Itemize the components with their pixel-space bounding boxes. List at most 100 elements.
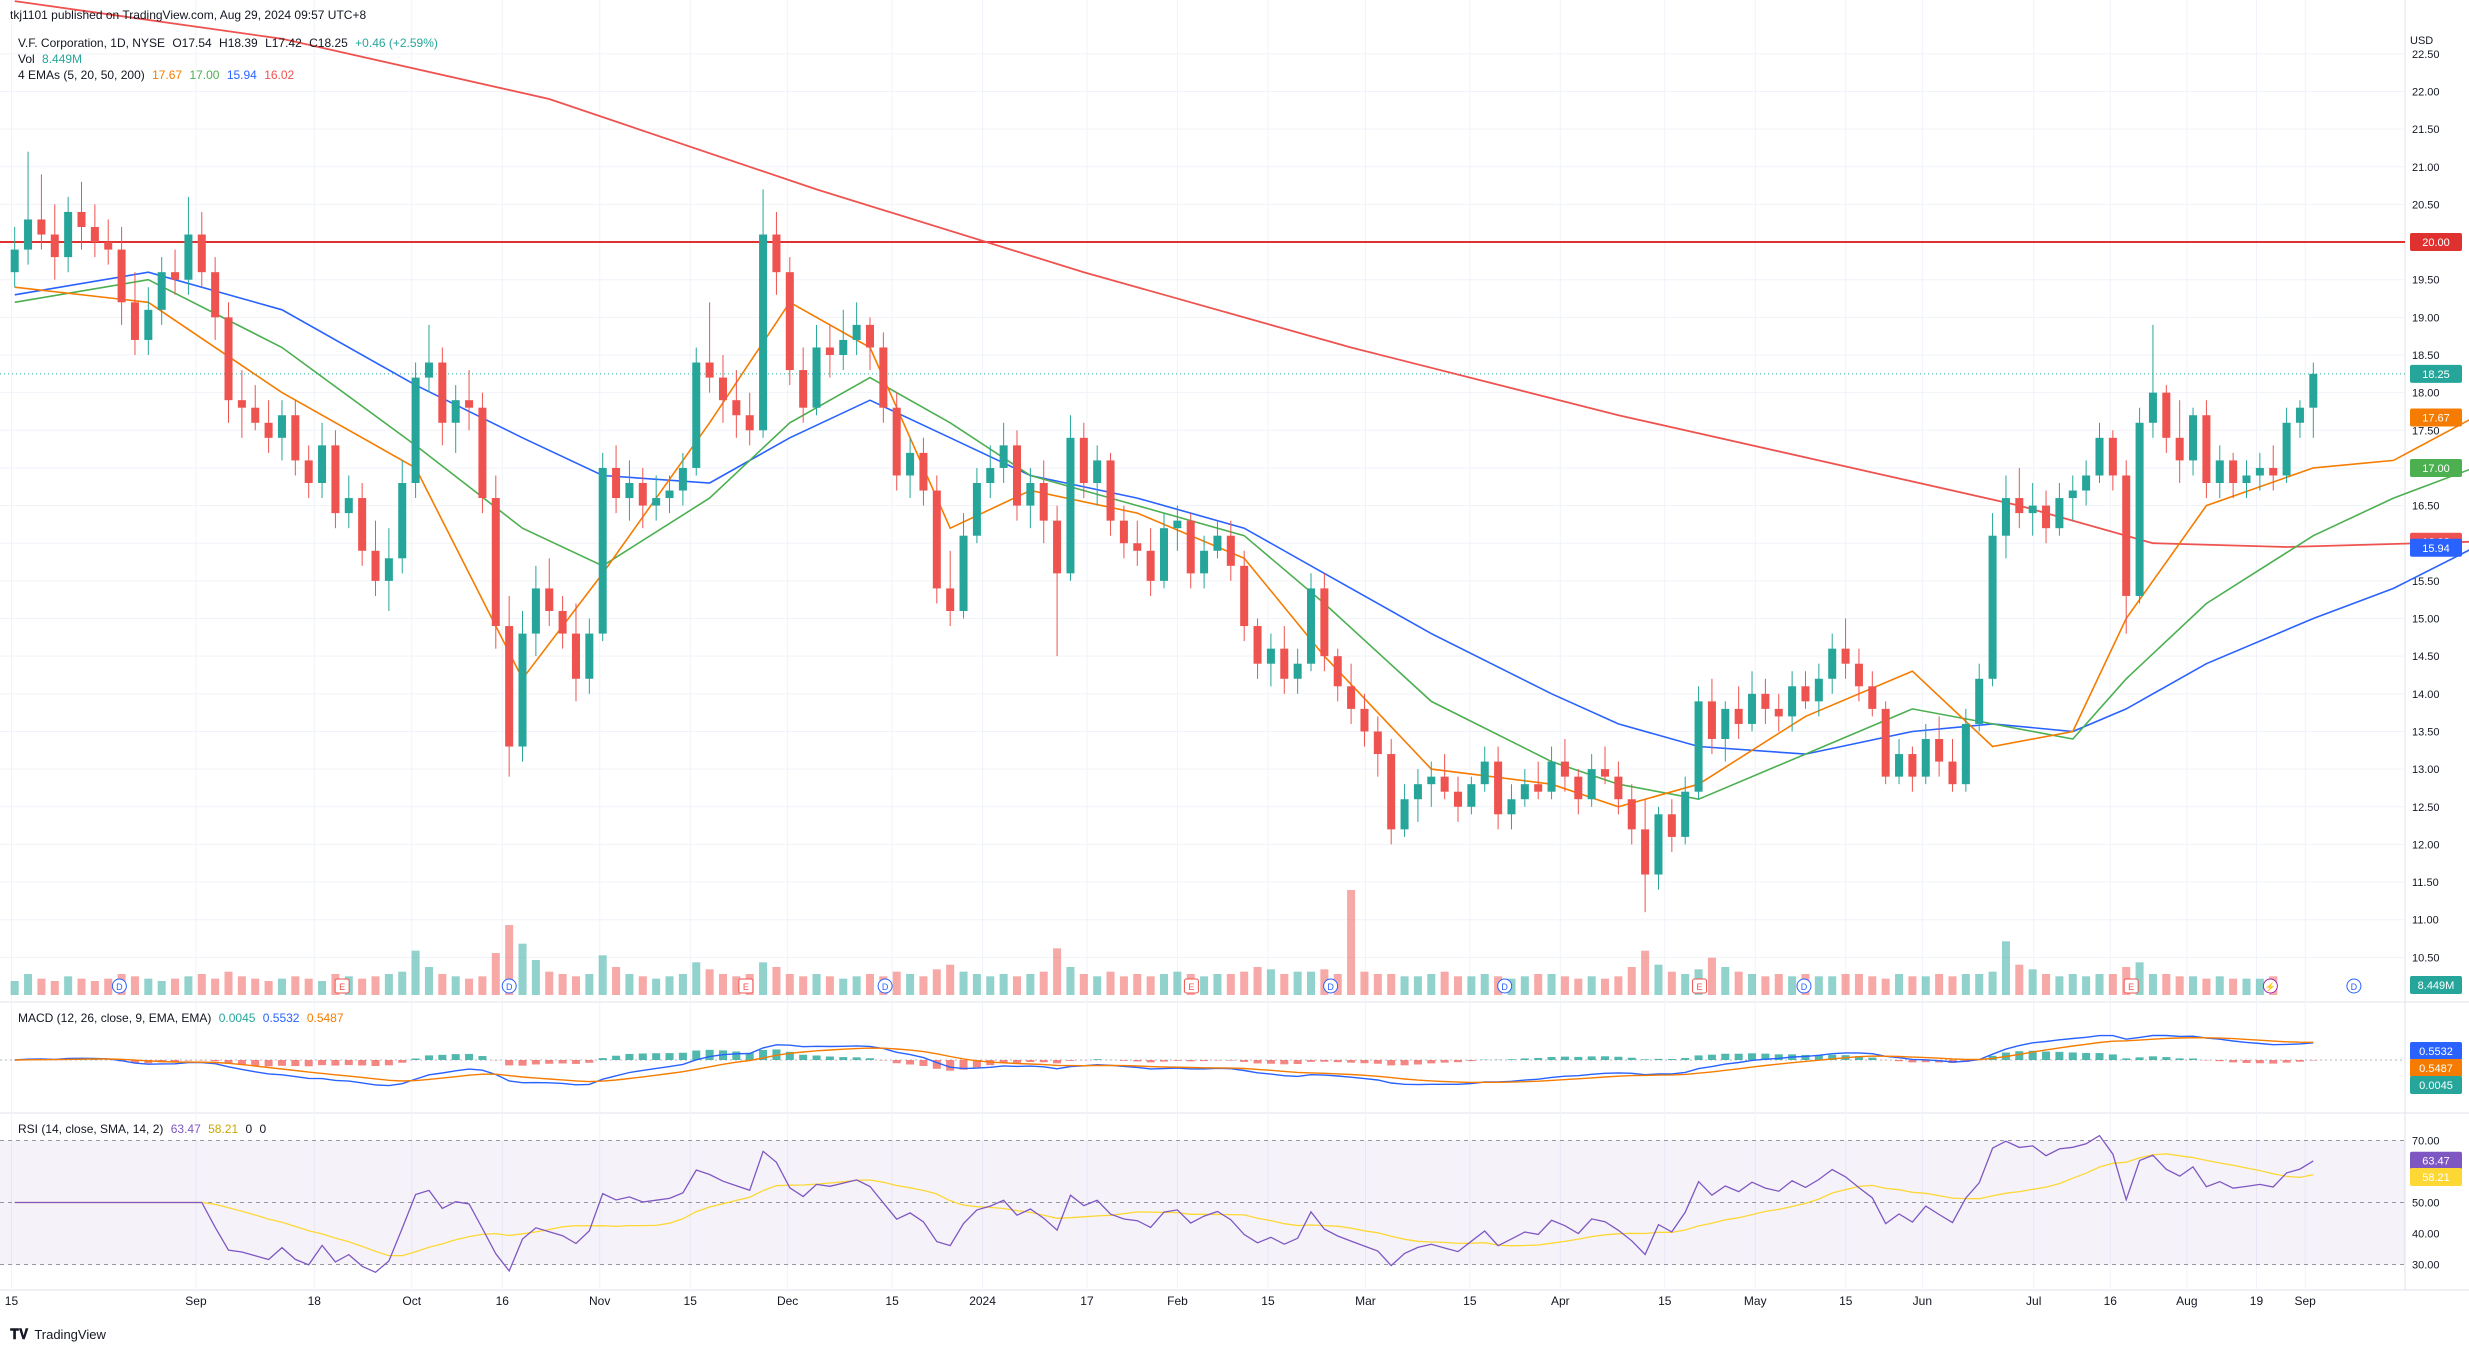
candle-body (1186, 520, 1195, 574)
currency-label[interactable]: USD (2410, 35, 2434, 47)
volume-bar (50, 981, 59, 995)
macd-histogram-bar (304, 1060, 313, 1067)
volume-bar (451, 976, 460, 995)
candle-body (772, 234, 781, 273)
rsi-axis-tick: 70.00 (2412, 1136, 2440, 1148)
candle-body (1841, 648, 1850, 664)
volume-bar (1614, 976, 1623, 995)
candle-body (1854, 663, 1863, 687)
volume-bar (1266, 969, 1275, 995)
macd-histogram-bar (1641, 1059, 1650, 1060)
macd-histogram-bar (959, 1060, 968, 1070)
macd-histogram-bar (759, 1049, 768, 1060)
volume-bar (1213, 974, 1222, 995)
time-axis-tick: 15 (1658, 1294, 1672, 1308)
candle-body (37, 219, 46, 235)
macd-histogram-bar (1667, 1059, 1676, 1060)
candle-body (64, 211, 73, 258)
macd-histogram-bar (732, 1051, 741, 1060)
volume-bar (2215, 976, 2224, 995)
volume-bar (1988, 971, 1997, 995)
volume-bar (291, 976, 300, 995)
candle-body (799, 370, 808, 408)
candle-body (1988, 535, 1997, 679)
candle-body (505, 626, 514, 747)
candle-body (1480, 761, 1489, 785)
candle-body (558, 611, 567, 634)
candle-body (692, 362, 701, 468)
candle-body (1280, 648, 1289, 679)
macd-histogram-bar (1413, 1060, 1422, 1065)
tradingview-logo[interactable]: 𝐓𝐕 TradingView (10, 1326, 106, 1343)
volume-bar (2028, 969, 2037, 995)
macd-histogram-bar (277, 1060, 286, 1066)
candle-body (465, 400, 474, 408)
volume-bar (37, 978, 46, 995)
time-axis-tick: 15 (5, 1294, 19, 1308)
volume-bar (1360, 971, 1369, 995)
volume-bar (1761, 976, 1770, 995)
volume-bar (2255, 978, 2264, 995)
time-axis-tick: 15 (885, 1294, 899, 1308)
candle-body (1788, 686, 1797, 717)
candle-body (732, 400, 741, 416)
macd-histogram-bar (211, 1060, 220, 1062)
time-axis-tick: Apr (1551, 1294, 1570, 1308)
macd-histogram-bar (1921, 1060, 1930, 1063)
tradingview-logo-icon: 𝐓𝐕 (10, 1326, 29, 1342)
macd-histogram-bar (1053, 1060, 1062, 1064)
candle-body (986, 467, 995, 483)
macd-histogram-bar (1159, 1060, 1169, 1062)
candle-body (1494, 761, 1503, 815)
macd-histogram-bar (398, 1060, 407, 1063)
macd-histogram-bar (865, 1058, 874, 1060)
macd-axis-label: 0.5532 (2419, 1046, 2453, 1058)
volume-bar (1146, 976, 1155, 995)
candle-body (518, 633, 527, 747)
macd-histogram-bar (1454, 1060, 1463, 1063)
rsi-extra-2: 0 (259, 1122, 267, 1136)
candle-body (2135, 422, 2144, 596)
volume-bar (1681, 974, 1690, 995)
macd-histogram-bar (264, 1060, 273, 1067)
candle-body (972, 483, 981, 536)
volume-bar (2189, 976, 2198, 995)
macd-histogram-bar (531, 1060, 540, 1065)
candle-body (705, 362, 714, 378)
candle-body (224, 317, 233, 401)
time-axis-tick: 2024 (969, 1294, 996, 1308)
volume-bar (1868, 976, 1877, 995)
candle-body (424, 362, 433, 378)
macd-histogram-bar (745, 1052, 754, 1060)
candle-body (1119, 520, 1128, 544)
volume-bar (972, 974, 981, 995)
candle-body (879, 347, 888, 408)
event-marker-letter: E (1697, 982, 1703, 992)
price-axis-tick: 14.00 (2412, 689, 2440, 701)
volume-bar (237, 976, 246, 995)
candle-body (946, 588, 955, 611)
macd-histogram-bar (2082, 1053, 2091, 1060)
volume-bar (2229, 978, 2238, 995)
macd-histogram-bar (852, 1057, 861, 1060)
ema50-line (14, 271, 2469, 755)
volume-bar (1173, 971, 1182, 995)
volume-bar (1627, 967, 1636, 995)
volume-bar (718, 974, 727, 995)
dividend-marker (1796, 978, 1812, 994)
macd-histogram-bar (678, 1052, 687, 1060)
macd-histogram-bar (906, 1060, 915, 1065)
candle-body (1133, 543, 1142, 551)
time-axis-tick: Dec (777, 1294, 798, 1308)
volume-bar (144, 978, 153, 995)
macd-histogram-bar (2215, 1060, 2224, 1062)
volume-bar (491, 953, 500, 995)
price-axis-tick: 19.50 (2412, 275, 2440, 287)
volume-bar (104, 978, 113, 995)
candle-body (318, 445, 327, 483)
macd-histogram-bar (251, 1060, 260, 1066)
time-axis-tick: Oct (402, 1294, 421, 1308)
candle-body (50, 234, 59, 258)
candle-body (1881, 708, 1890, 777)
